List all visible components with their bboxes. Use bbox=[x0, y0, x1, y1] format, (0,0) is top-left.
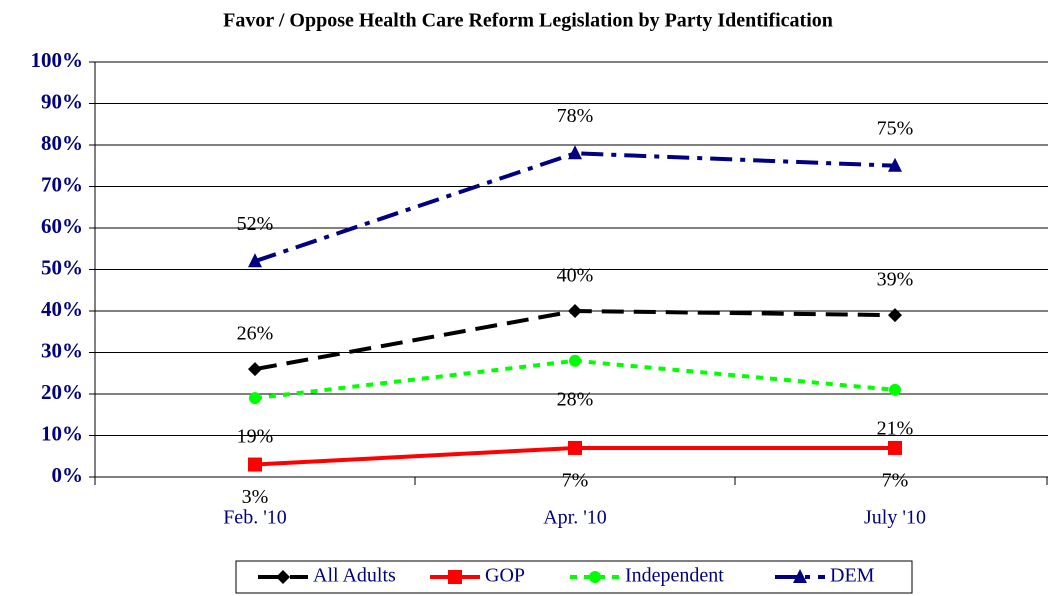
data-point bbox=[248, 253, 262, 268]
legend-marker bbox=[793, 569, 807, 583]
y-tick-label: 60% bbox=[41, 214, 83, 238]
data-label: 78% bbox=[557, 105, 594, 127]
x-tick-label: Feb. '10 bbox=[223, 507, 287, 529]
data-label: 7% bbox=[562, 470, 589, 492]
data-label: 7% bbox=[882, 470, 909, 492]
data-label: 39% bbox=[877, 269, 914, 291]
data-point bbox=[568, 440, 582, 455]
data-label: 52% bbox=[237, 213, 274, 235]
y-tick-label: 90% bbox=[41, 89, 83, 113]
y-tick-label: 100% bbox=[31, 48, 84, 72]
legend-label: Independent bbox=[625, 565, 724, 587]
legend-label: All Adults bbox=[313, 565, 396, 587]
y-tick-label: 40% bbox=[41, 297, 83, 321]
data-point bbox=[888, 157, 902, 172]
y-tick-label: 50% bbox=[41, 255, 83, 279]
y-tick-label: 70% bbox=[41, 172, 83, 196]
data-point bbox=[568, 145, 582, 160]
data-label: 19% bbox=[237, 426, 274, 448]
data-label: 21% bbox=[877, 417, 914, 439]
legend-marker bbox=[589, 571, 601, 583]
y-tick-label: 30% bbox=[41, 338, 83, 362]
y-tick-label: 20% bbox=[41, 380, 83, 404]
y-tick-label: 10% bbox=[41, 421, 83, 445]
data-point bbox=[888, 440, 902, 455]
data-point bbox=[889, 383, 901, 396]
data-label: 40% bbox=[557, 265, 594, 287]
y-tick-label: 0% bbox=[52, 463, 84, 487]
data-label: 75% bbox=[877, 117, 914, 139]
data-label: 28% bbox=[557, 388, 594, 410]
y-tick-label: 80% bbox=[41, 131, 83, 155]
data-point bbox=[888, 308, 902, 323]
data-point bbox=[249, 392, 261, 405]
legend-label: DEM bbox=[830, 565, 875, 587]
legend-marker bbox=[448, 570, 462, 584]
data-point bbox=[568, 304, 582, 318]
x-tick-label: July '10 bbox=[864, 507, 926, 529]
data-label: 26% bbox=[237, 323, 274, 345]
data-point bbox=[248, 362, 262, 377]
data-label: 3% bbox=[242, 486, 269, 508]
chart-title: Favor / Oppose Health Care Reform Legisl… bbox=[223, 10, 833, 32]
data-point bbox=[569, 354, 581, 367]
data-point bbox=[248, 457, 262, 472]
legend-marker bbox=[276, 570, 290, 584]
x-tick-label: Apr. '10 bbox=[543, 507, 607, 529]
series-line bbox=[254, 151, 896, 264]
legend-label: GOP bbox=[485, 565, 525, 587]
